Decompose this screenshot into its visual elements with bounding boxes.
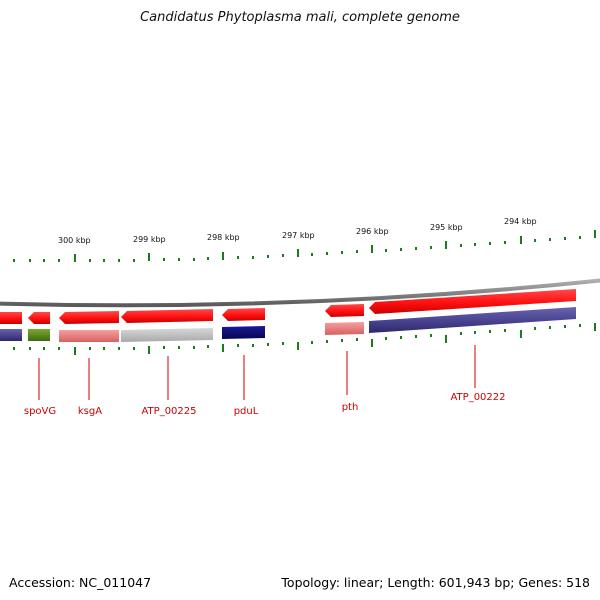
gene-block-ATP_00225[interactable] <box>121 328 213 342</box>
gene-features-lower <box>0 307 576 342</box>
cds-arrow-pth[interactable] <box>325 304 364 317</box>
genome-backbone <box>0 278 600 308</box>
gene-labels: spoVG ksgA ATP_00225 pduL pth ATP_00222 <box>24 392 506 417</box>
scale-label-295kbp: 295 kbp <box>430 223 463 232</box>
gene-label-pduL[interactable]: pduL <box>234 406 259 417</box>
genome-summary-label: Topology: linear; Length: 601,943 bp; Ge… <box>281 575 590 590</box>
inner-scale-major-ticks <box>74 323 596 355</box>
gene-block-pduL[interactable] <box>222 326 265 339</box>
gene-block-pth[interactable] <box>325 322 364 335</box>
scale-label-299kbp: 299 kbp <box>133 235 166 244</box>
scale-label-297kbp: 297 kbp <box>282 231 315 240</box>
genome-title: Candidatus Phytoplasma mali, complete ge… <box>140 10 460 25</box>
scale-label-296kbp: 296 kbp <box>356 227 389 236</box>
gene-block-spoVG[interactable] <box>28 329 50 341</box>
gene-label-pth[interactable]: pth <box>342 402 359 413</box>
scale-label-298kbp: 298 kbp <box>207 233 240 242</box>
gene-block-left-edge[interactable] <box>0 329 22 341</box>
gene-block-ksgA[interactable] <box>59 330 119 342</box>
scale-label-294kbp: 294 kbp <box>504 217 537 226</box>
gene-label-ATP_00225[interactable]: ATP_00225 <box>141 406 196 417</box>
inner-scale-ticks <box>13 324 581 350</box>
gene-label-ksgA[interactable]: ksgA <box>78 406 102 417</box>
gene-block-ATP_00222[interactable] <box>369 307 576 333</box>
cds-arrow-ATP_00225[interactable] <box>121 309 213 323</box>
outer-scale-ticks <box>13 236 581 262</box>
gene-label-ATP_00222[interactable]: ATP_00222 <box>450 392 505 403</box>
scale-labels: 300 kbp 299 kbp 298 kbp 297 kbp 296 kbp … <box>58 217 537 245</box>
cds-arrow-ksgA[interactable] <box>59 311 119 324</box>
accession-label: Accession: NC_011047 <box>9 575 152 590</box>
scale-label-300kbp: 300 kbp <box>58 236 91 245</box>
cds-arrow-spoVG[interactable] <box>28 312 50 324</box>
cds-arrow-ATP_00222[interactable] <box>369 289 576 314</box>
gene-label-leaders <box>38 345 476 400</box>
cds-arrow-left-edge[interactable] <box>0 312 22 324</box>
cds-arrow-pduL[interactable] <box>222 308 265 321</box>
gene-label-spoVG[interactable]: spoVG <box>24 406 56 417</box>
outer-scale-major-ticks <box>74 230 596 262</box>
cds-features-upper <box>0 289 576 324</box>
